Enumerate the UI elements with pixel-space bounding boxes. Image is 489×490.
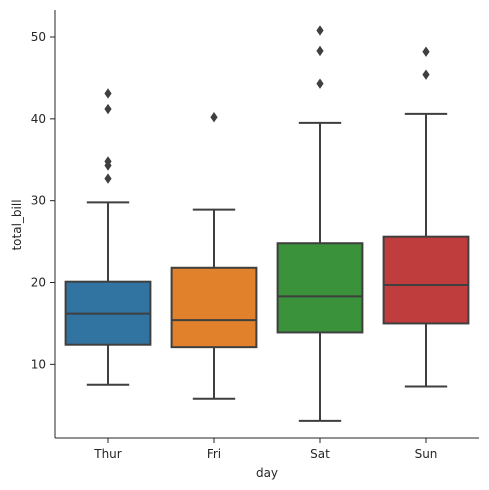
x-axis-label: day <box>256 466 278 480</box>
x-tick-label-fri: Fri <box>207 447 221 461</box>
boxes-layer <box>64 25 470 422</box>
outlier-fri-0 <box>210 112 218 123</box>
outlier-thur-2 <box>104 156 112 167</box>
x-axis: Thur Fri Sat Sun <box>55 437 479 461</box>
box-sun <box>382 235 470 325</box>
y-tick-label-40: 40 <box>31 112 46 126</box>
x-tick-label-sun: Sun <box>415 447 438 461</box>
y-axis-label: total_bill <box>10 199 24 250</box>
box-group-sun <box>382 46 470 388</box>
outlier-sun-0 <box>422 69 430 80</box>
outlier-thur-0 <box>104 173 112 184</box>
outlier-sat-0 <box>316 78 324 89</box>
box-group-thur <box>64 88 152 386</box>
outlier-sun-1 <box>422 46 430 57</box>
box-sat <box>276 242 364 334</box>
outlier-thur-4 <box>104 88 112 99</box>
outlier-sat-2 <box>316 25 324 36</box>
y-tick-label-10: 10 <box>31 357 46 371</box>
outlier-thur-3 <box>104 103 112 115</box>
y-tick-label-50: 50 <box>31 30 46 44</box>
x-tick-label-sat: Sat <box>310 447 330 461</box>
y-axis: 10 20 30 40 50 <box>31 10 56 438</box>
box-group-fri <box>170 112 258 400</box>
y-tick-label-30: 30 <box>31 194 46 208</box>
x-tick-label-thur: Thur <box>93 447 122 461</box>
box-group-sat <box>276 25 364 422</box>
y-tick-label-20: 20 <box>31 276 46 290</box>
box-fri <box>170 266 258 349</box>
outlier-sat-1 <box>316 45 324 57</box>
